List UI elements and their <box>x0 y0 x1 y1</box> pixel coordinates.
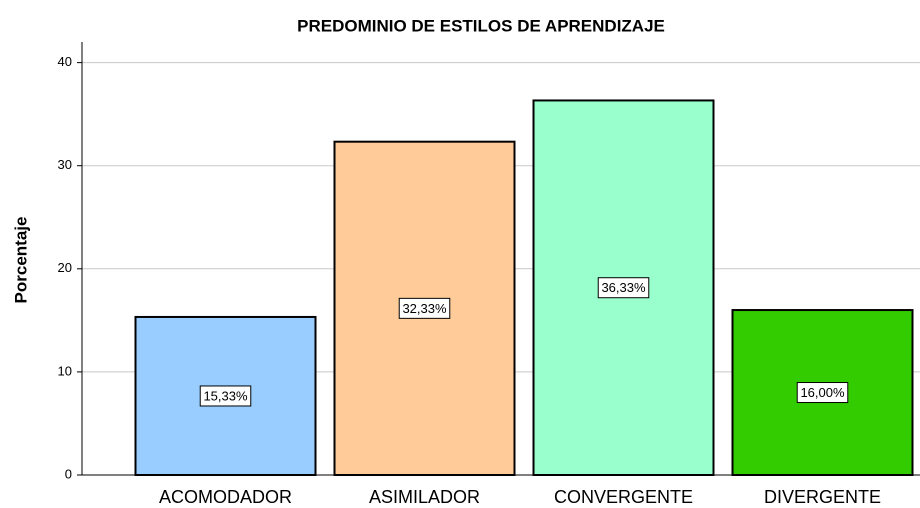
value-label-box <box>398 297 451 319</box>
value-label: 16,00% <box>800 385 845 400</box>
y-tick-label: 20 <box>58 260 72 275</box>
value-label-box <box>199 385 252 407</box>
value-label: 32,33% <box>402 301 447 316</box>
value-label: 15,33% <box>203 388 248 403</box>
y-tick-label: 30 <box>58 157 72 172</box>
x-tick-label: CONVERGENTE <box>554 487 693 507</box>
x-tick-label: DIVERGENTE <box>764 487 881 507</box>
y-axis-label: Porcentaje <box>11 217 30 304</box>
x-tick-label: ACOMODADOR <box>159 487 292 507</box>
chart-title: PREDOMINIO DE ESTILOS DE APRENDIZAJE <box>297 16 665 35</box>
x-tick-label: ASIMILADOR <box>369 487 480 507</box>
y-tick-label: 0 <box>65 466 72 481</box>
value-label-box <box>597 277 650 299</box>
value-label: 36,33% <box>601 280 646 295</box>
y-tick-label: 10 <box>58 363 72 378</box>
value-label-box <box>796 382 849 404</box>
y-tick-label: 40 <box>58 54 72 69</box>
